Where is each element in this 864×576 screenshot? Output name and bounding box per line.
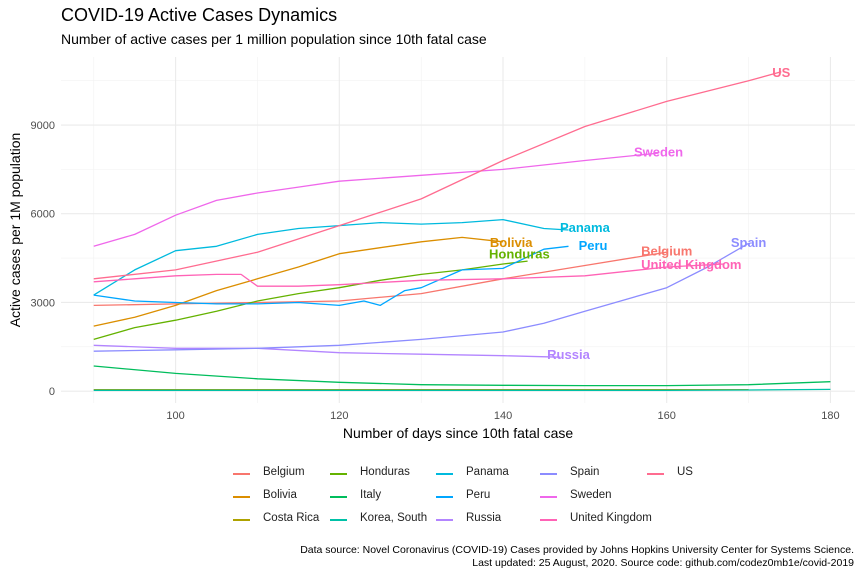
legend-swatch <box>233 496 250 498</box>
series-label-russia: Russia <box>547 347 590 362</box>
y-axis-title: Active cases per 1M population <box>7 133 23 328</box>
legend-swatch <box>436 519 453 521</box>
series-label-spain: Spain <box>731 235 766 250</box>
chart-title: COVID-19 Active Cases Dynamics <box>61 5 338 25</box>
legend-label: Honduras <box>360 466 410 478</box>
chart-subtitle: Number of active cases per 1 million pop… <box>61 31 487 47</box>
series-lines <box>93 71 831 391</box>
x-tick-label: 140 <box>494 410 512 422</box>
gridlines <box>61 57 855 403</box>
series-line-korea-south <box>93 388 831 391</box>
x-axis-title: Number of days since 10th fatal case <box>343 425 574 441</box>
legend-swatch <box>233 473 250 475</box>
y-tick-label: 0 <box>49 386 55 398</box>
legend-swatch <box>436 496 453 498</box>
series-line-united-kingdom <box>93 263 725 287</box>
legend-label: Korea, South <box>360 512 428 524</box>
legend-label: United Kingdom <box>570 512 652 524</box>
legend-swatch <box>436 473 453 475</box>
legend-label: Russia <box>466 512 502 524</box>
series-line-spain <box>93 242 749 352</box>
series-label-united-kingdom: United Kingdom <box>641 257 741 272</box>
series-label-peru: Peru <box>579 238 608 253</box>
legend-swatch <box>647 473 664 475</box>
y-tick-label: 9000 <box>31 120 55 132</box>
legend-label: Italy <box>360 489 382 501</box>
series-line-italy <box>93 365 831 387</box>
legend-swatch <box>540 496 557 498</box>
legend-label: Panama <box>466 466 509 478</box>
series-line-sweden <box>93 152 659 247</box>
series-label-panama: Panama <box>560 220 611 235</box>
series-line-belgium <box>93 251 667 307</box>
legend-swatch <box>540 519 557 521</box>
legend-swatch <box>330 519 347 521</box>
series-line-honduras <box>93 260 528 341</box>
legend-label: Peru <box>466 489 491 501</box>
legend-swatch <box>233 519 250 521</box>
caption-last-updated: Last updated: 25 August, 2020. Source co… <box>472 557 854 569</box>
legend-label: Spain <box>570 466 600 478</box>
series-label-bolivia: Bolivia <box>490 235 533 250</box>
x-tick-label: 160 <box>658 410 676 422</box>
series-label-honduras: Honduras <box>489 247 550 262</box>
series-line-peru <box>93 245 569 307</box>
series-line-us <box>93 71 782 280</box>
legend-label: Bolivia <box>263 489 297 501</box>
series-line-russia <box>93 344 561 358</box>
legend-label: US <box>677 466 693 478</box>
caption-data-source: Data source: Novel Coronavirus (COVID-19… <box>300 544 854 556</box>
legend-swatch <box>330 473 347 475</box>
x-tick-label: 120 <box>330 410 348 422</box>
y-tick-label: 3000 <box>31 297 55 309</box>
series-line-bolivia <box>93 236 504 327</box>
y-tick-label: 6000 <box>31 209 55 221</box>
legend-label: Costa Rica <box>263 512 320 524</box>
legend-swatch <box>330 496 347 498</box>
series-label-us: US <box>772 65 790 80</box>
legend-label: Sweden <box>570 489 612 501</box>
legend-swatch <box>540 473 557 475</box>
x-tick-label: 100 <box>166 410 184 422</box>
series-label-sweden: Sweden <box>634 145 683 160</box>
x-tick-label: 180 <box>821 410 839 422</box>
series-label-belgium: Belgium <box>641 244 692 259</box>
legend-label: Belgium <box>263 466 305 478</box>
